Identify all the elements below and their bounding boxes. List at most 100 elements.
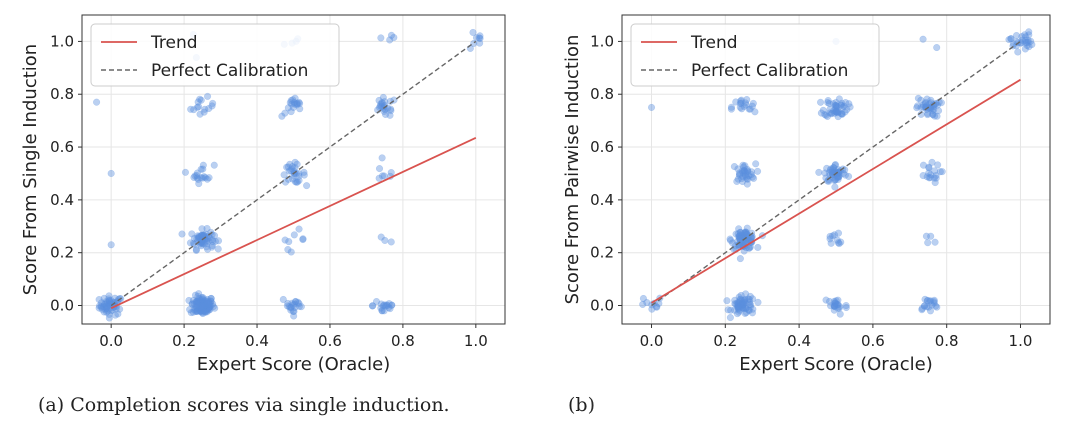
- data-point: [927, 96, 935, 104]
- data-point: [203, 303, 211, 311]
- data-point: [739, 173, 747, 181]
- data-point: [732, 300, 740, 308]
- data-point: [735, 241, 743, 249]
- data-point: [96, 302, 104, 310]
- data-point: [208, 243, 216, 251]
- data-point: [830, 164, 838, 172]
- data-point: [378, 99, 386, 107]
- data-point: [744, 168, 752, 176]
- data-point: [203, 299, 211, 307]
- data-point: [830, 169, 839, 177]
- data-point: [107, 297, 115, 305]
- data-point: [833, 236, 841, 244]
- data-point: [109, 298, 117, 306]
- y-tick-label: 0.6: [50, 138, 74, 156]
- data-point: [379, 302, 387, 310]
- data-point: [192, 298, 200, 306]
- data-point: [114, 295, 122, 303]
- data-point: [835, 173, 843, 181]
- data-point: [736, 235, 744, 243]
- data-point: [211, 304, 219, 312]
- data-point: [293, 160, 301, 168]
- data-point: [831, 161, 840, 169]
- y-axis-label: Score From Single Induction: [20, 44, 41, 295]
- data-point: [193, 300, 201, 308]
- data-point: [205, 306, 213, 314]
- data-point: [295, 302, 303, 310]
- data-point: [101, 300, 109, 308]
- data-point: [377, 304, 385, 312]
- data-point: [832, 98, 840, 107]
- data-point: [287, 306, 295, 314]
- data-point: [192, 305, 200, 313]
- data-point: [283, 163, 291, 171]
- data-point: [827, 165, 835, 173]
- data-point: [834, 301, 842, 309]
- data-point: [742, 290, 750, 298]
- data-point: [203, 295, 211, 303]
- data-point: [734, 175, 742, 183]
- data-point: [197, 96, 205, 104]
- data-point: [199, 307, 207, 315]
- data-point: [198, 309, 206, 317]
- data-point: [290, 312, 298, 320]
- data-point: [372, 297, 381, 306]
- data-point: [205, 237, 213, 245]
- data-point: [279, 295, 287, 304]
- data-point: [207, 297, 215, 305]
- data-point: [839, 169, 847, 178]
- data-point: [210, 161, 218, 169]
- data-point: [931, 179, 939, 187]
- data-point: [744, 167, 752, 175]
- data-point: [824, 96, 832, 105]
- data-point: [189, 308, 197, 316]
- data-point: [734, 299, 743, 307]
- data-point: [834, 296, 842, 304]
- data-point: [209, 300, 217, 308]
- data-point: [201, 308, 209, 316]
- data-point: [919, 103, 927, 111]
- data-point: [197, 242, 205, 250]
- data-point: [927, 103, 935, 111]
- data-point: [1028, 40, 1036, 49]
- y-tick-label: 1.0: [590, 32, 614, 50]
- data-point: [830, 302, 838, 310]
- data-point: [291, 303, 299, 312]
- data-point: [205, 105, 213, 113]
- data-point: [198, 294, 206, 302]
- data-point: [738, 174, 746, 183]
- data-point: [833, 107, 841, 115]
- x-tick-label: 0.2: [713, 332, 737, 350]
- data-point: [815, 168, 823, 176]
- data-point: [193, 169, 201, 177]
- data-point: [289, 175, 297, 183]
- data-point: [291, 297, 300, 306]
- data-point: [380, 172, 388, 180]
- data-point: [833, 102, 841, 110]
- data-point: [739, 301, 747, 309]
- data-point: [375, 165, 384, 173]
- data-point: [284, 245, 292, 254]
- data-point: [193, 103, 201, 111]
- data-point: [289, 307, 297, 315]
- data-point: [726, 314, 734, 322]
- data-point: [738, 300, 746, 309]
- data-point: [286, 99, 294, 107]
- data-point: [1012, 31, 1021, 40]
- data-point: [1021, 39, 1029, 47]
- data-point: [723, 297, 731, 305]
- data-point: [727, 105, 735, 113]
- data-point: [919, 101, 927, 109]
- data-point: [285, 167, 293, 175]
- data-point: [297, 303, 305, 311]
- data-point: [837, 238, 845, 246]
- data-point: [196, 299, 204, 307]
- data-point: [295, 225, 303, 233]
- data-point: [102, 298, 110, 306]
- data-point: [1007, 35, 1015, 43]
- data-point: [736, 100, 744, 108]
- data-point: [740, 305, 748, 313]
- data-point: [748, 102, 756, 110]
- data-point: [195, 180, 203, 188]
- data-point: [751, 108, 759, 116]
